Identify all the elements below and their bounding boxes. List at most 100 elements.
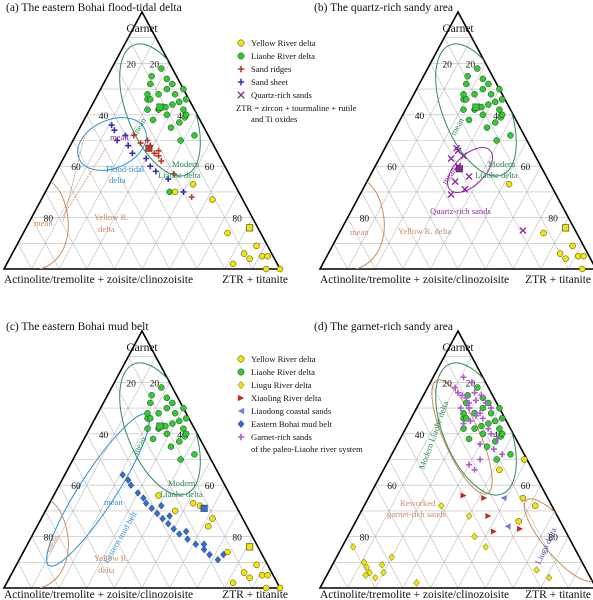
data-point [487, 90, 495, 98]
data-point [438, 501, 445, 510]
data-point [144, 90, 151, 98]
data-point [184, 535, 191, 543]
annotation-yellow-delta: delta [98, 565, 115, 575]
gridline-ztr [31, 356, 157, 589]
annotation-garnet-rich-sands: garnet-rich sands [387, 509, 447, 519]
data-point [214, 555, 222, 564]
data-point [224, 229, 231, 237]
data-point [129, 150, 136, 157]
data-point [493, 137, 500, 144]
data-point [487, 409, 495, 417]
data-point [569, 242, 576, 250]
legend-marker [237, 39, 245, 47]
data-point [474, 384, 481, 391]
gridline-ztr [86, 88, 184, 270]
data-point [477, 456, 484, 463]
mean-marker [246, 543, 254, 551]
gridline-actinolite [31, 536, 60, 589]
data-point [488, 405, 495, 412]
data-point [152, 168, 159, 175]
data-point [460, 374, 467, 381]
data-point [507, 451, 514, 458]
annotation-yellow-delta: delta [98, 224, 115, 234]
data-point [240, 569, 248, 576]
data-point [482, 543, 489, 551]
annotation-yellow-delta: Yellow R. delta [398, 226, 452, 236]
panel-b-title: (b) The quartz-rich sandy area [314, 2, 453, 14]
data-point [465, 435, 473, 443]
tick-label-right: 80 [548, 534, 558, 544]
data-point [147, 163, 154, 170]
data-point [158, 65, 165, 72]
gridline-ztr [402, 88, 500, 270]
mean-marker [156, 103, 164, 111]
data-point [468, 379, 475, 386]
data-point [151, 150, 158, 157]
gridline-actinolite [374, 485, 431, 589]
data-point [155, 147, 162, 154]
data-point [363, 563, 371, 572]
data-point [488, 430, 495, 437]
data-point [200, 540, 208, 549]
legend-marker [237, 433, 245, 441]
gridline-ztr [540, 536, 569, 589]
data-point [163, 111, 171, 119]
gridline-actinolite [333, 562, 348, 589]
data-point [264, 252, 271, 260]
data-point [246, 255, 253, 262]
data-point [479, 404, 487, 412]
data-point [169, 420, 176, 427]
annotation-quartz-rich: Quartz-rich sands [430, 206, 492, 216]
mean-marker [156, 422, 164, 430]
data-point [463, 80, 470, 88]
data-point [169, 399, 176, 407]
data-point [111, 127, 118, 134]
data-point [485, 101, 492, 108]
data-point [176, 438, 183, 445]
data-point [460, 106, 467, 113]
data-point [447, 190, 455, 198]
data-point [253, 561, 260, 569]
tick-label-left: 20 [442, 60, 452, 70]
data-point [498, 96, 506, 103]
legend-xiaoling-river: Xiaoling River delta [251, 393, 321, 403]
mean-marker [246, 224, 254, 232]
data-point [493, 435, 500, 442]
gridline-ztr [485, 166, 542, 270]
data-point [200, 545, 208, 554]
annotation-mean-flood-tidal: mean [110, 132, 129, 142]
data-point [209, 515, 216, 522]
data-point [144, 409, 151, 417]
data-point [562, 255, 569, 262]
tick-label-right: 80 [232, 534, 242, 544]
data-point [490, 528, 497, 535]
data-point [142, 499, 150, 507]
tick-label-right: 60 [521, 482, 531, 492]
data-point [158, 158, 165, 165]
data-point [180, 106, 187, 113]
annotation-modern: Modern [172, 159, 200, 169]
tick-label-right: 60 [521, 163, 531, 173]
annotation-liaohe-delta: Liaohe delta [475, 170, 518, 180]
data-point [191, 132, 198, 139]
annotation-flood-tidal: Flood-tidal [106, 164, 145, 174]
data-point [258, 252, 266, 260]
data-point [166, 188, 173, 196]
data-point [189, 180, 197, 188]
data-point [545, 573, 553, 582]
data-point [380, 568, 387, 577]
tick-label-right: 80 [232, 215, 242, 225]
data-point [164, 519, 172, 528]
annotation-liaohe-delta: Liaohe delta [158, 170, 201, 180]
data-point [485, 80, 492, 88]
legend-marker [237, 380, 245, 390]
data-point [478, 392, 485, 399]
tick-label-left: 20 [126, 60, 136, 70]
data-point [182, 430, 190, 438]
tick-label-left: 80 [44, 534, 54, 544]
panel-c-title: (c) The eastern Bohai mud belt [6, 321, 149, 333]
panel-c-points [119, 384, 284, 592]
gridline-ztr [141, 140, 212, 270]
data-point [474, 65, 481, 72]
data-point [262, 584, 270, 592]
